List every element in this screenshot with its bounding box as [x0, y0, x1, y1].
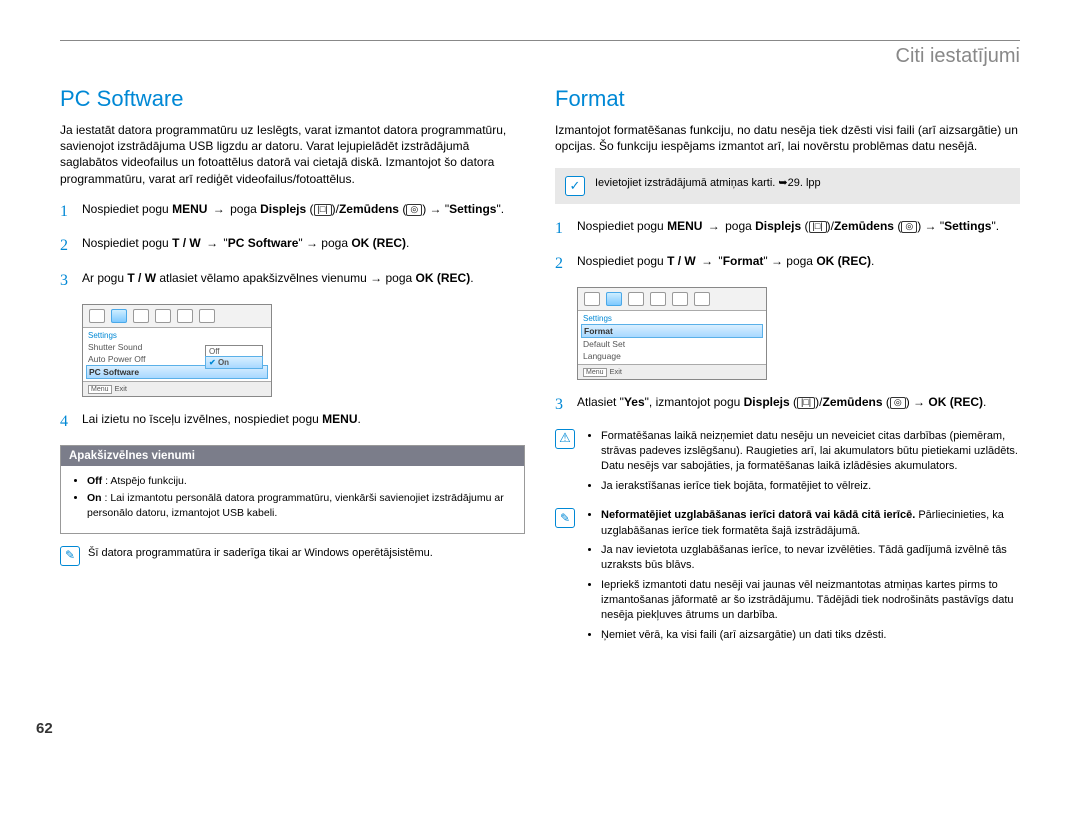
format-intro: Izmantojot formatēšanas funkciju, no dat…: [555, 122, 1020, 154]
bullet: Formatēšanas laikā neizņemiet datu nesēj…: [601, 429, 1020, 475]
settings-screenshot-format: Settings Format Default Set Language Men…: [577, 287, 767, 380]
note-icon: [60, 546, 80, 566]
tab-icon: [650, 292, 666, 306]
step-text: Nospiediet pogu T / W → "Format" → poga …: [577, 253, 1020, 275]
popup-on: ✔ On: [205, 356, 263, 369]
tip-note: Neformatējiet uzglabāšanas ierīci datorā…: [555, 508, 1020, 647]
shot-row-selected: Format: [581, 324, 763, 338]
page-number: 62: [36, 720, 53, 737]
shot-footer: MenuExit: [83, 381, 271, 396]
format-heading: Format: [555, 86, 1020, 112]
bullet: Iepriekš izmantoti datu nesēji vai jauna…: [601, 578, 1020, 624]
underwater-icon: ◎: [890, 397, 906, 409]
warning-icon: [555, 429, 575, 449]
tab-icon: [199, 309, 215, 323]
shot-footer: MenuExit: [578, 364, 766, 379]
shot-header: Settings: [583, 314, 761, 323]
popup-options: Off ✔ On: [205, 345, 263, 369]
format-step-3: 3 Atlasiet "Yes", izmantojot pogu Disple…: [555, 394, 1020, 416]
chapter-title: Citi iestatījumi: [60, 45, 1020, 68]
submenu-item: Off : Atspējo funkciju.: [87, 474, 514, 488]
note-row: Šī datora programmatūra ir saderīga tika…: [60, 546, 525, 566]
step-number: 3: [60, 270, 82, 292]
display-icon: |□|: [809, 221, 827, 233]
menu-button-label: Menu: [583, 368, 607, 377]
step-number: 2: [60, 235, 82, 257]
tip-body: Neformatējiet uzglabāšanas ierīci datorā…: [583, 508, 1020, 647]
two-column-layout: PC Software Ja iestatāt datora programma…: [60, 86, 1020, 657]
warning-body: Formatēšanas laikā neizņemiet datu nesēj…: [583, 429, 1020, 499]
left-column: PC Software Ja iestatāt datora programma…: [60, 86, 525, 657]
bullet: Neformatējiet uzglabāšanas ierīci datorā…: [601, 508, 1020, 539]
underwater-icon: ◎: [901, 221, 917, 233]
right-column: Format Izmantojot formatēšanas funkciju,…: [555, 86, 1020, 657]
submenu-body: Off : Atspējo funkciju. On : Lai izmanto…: [61, 466, 524, 533]
bullet: Ja ierakstīšanas ierīce tiek bojāta, for…: [601, 479, 1020, 494]
tab-icon: [628, 292, 644, 306]
submenu-box: Apakšizvēlnes vienumi Off : Atspējo funk…: [60, 445, 525, 534]
tab-icon: [584, 292, 600, 306]
top-rule: [60, 40, 1020, 41]
menu-button-label: Menu: [88, 385, 112, 394]
step-4-list: 4 Lai izietu no īsceļu izvēlnes, nospied…: [60, 411, 525, 433]
shot-row: Default Set: [583, 338, 761, 350]
tab-icon: [177, 309, 193, 323]
tip-icon: [555, 508, 575, 528]
shot-tabs: [578, 288, 766, 311]
step-number: 1: [555, 218, 577, 240]
tab-icon-active: [606, 292, 622, 306]
format-steps: 1 Nospiediet pogu MENU → poga Displejs (…: [555, 218, 1020, 275]
tab-icon: [89, 309, 105, 323]
step-number: 2: [555, 253, 577, 275]
gray-note-text: Ievietojiet izstrādājumā atmiņas karti. …: [595, 176, 1010, 189]
tab-icon: [155, 309, 171, 323]
step-number: 3: [555, 394, 577, 416]
bullet: Ja nav ievietota uzglabāšanas ierīce, to…: [601, 543, 1020, 574]
display-icon: |□|: [797, 397, 815, 409]
pc-software-steps: 1 Nospiediet pogu MENU → poga Displejs (…: [60, 201, 525, 292]
note-text: Šī datora programmatūra ir saderīga tika…: [88, 546, 525, 566]
step-text: Lai izietu no īsceļu izvēlnes, nospiedie…: [82, 411, 525, 433]
step-text: Ar pogu T / W atlasiet vēlamo apakšizvēl…: [82, 270, 525, 292]
shot-row: Language: [583, 350, 761, 362]
shot-header: Settings: [88, 331, 266, 340]
pc-software-intro: Ja iestatāt datora programmatūru uz Iesl…: [60, 122, 525, 187]
tab-icon: [694, 292, 710, 306]
bullet: Ņemiet vērā, ka visi faili (arī aizsargā…: [601, 628, 1020, 643]
note-icon: [565, 176, 585, 196]
submenu-item: On : Lai izmantotu personālā datora prog…: [87, 491, 514, 519]
step-text: Nospiediet pogu MENU → poga Displejs (|□…: [82, 201, 525, 223]
settings-screenshot-pc-software: Settings Shutter Sound Auto Power Off PC…: [82, 304, 272, 397]
submenu-heading: Apakšizvēlnes vienumi: [61, 446, 524, 466]
warning-note: Formatēšanas laikā neizņemiet datu nesēj…: [555, 429, 1020, 499]
step-text: Nospiediet pogu MENU → poga Displejs (|□…: [577, 218, 1020, 240]
step-text: Atlasiet "Yes", izmantojot pogu Displejs…: [577, 394, 1020, 416]
step-number: 4: [60, 411, 82, 433]
tab-icon-active: [111, 309, 127, 323]
gray-note-box: Ievietojiet izstrādājumā atmiņas karti. …: [555, 168, 1020, 204]
shot-tabs: [83, 305, 271, 328]
underwater-icon: ◎: [406, 204, 422, 216]
step-number: 1: [60, 201, 82, 223]
tab-icon: [672, 292, 688, 306]
tab-icon: [133, 309, 149, 323]
display-icon: |□|: [314, 204, 332, 216]
pc-software-heading: PC Software: [60, 86, 525, 112]
step-text: Nospiediet pogu T / W → "PC Software" → …: [82, 235, 525, 257]
